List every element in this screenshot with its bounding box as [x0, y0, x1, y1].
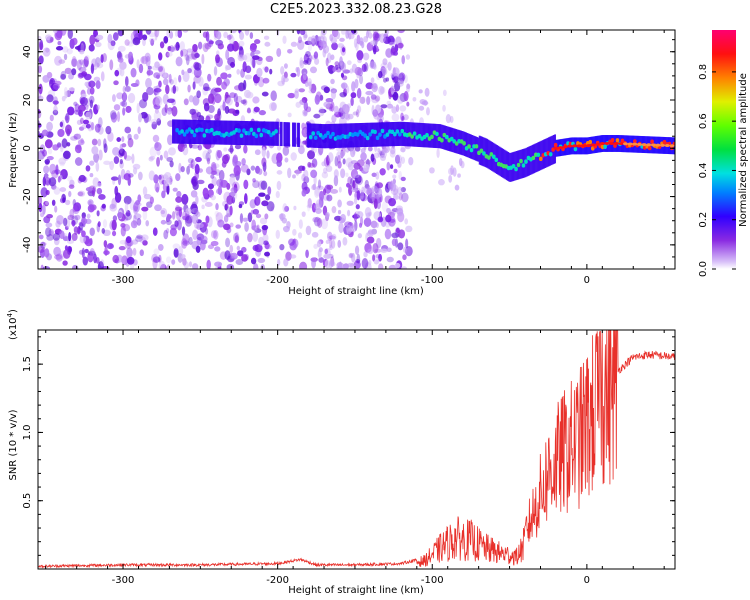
colorbar-tick-label: 0.4: [698, 162, 709, 178]
spectrogram-ytick-label: -20: [22, 188, 33, 204]
snr-multiplier-base: (x10: [8, 317, 19, 340]
spectrogram-ytick-label: 40: [22, 45, 33, 58]
spectrogram-ylabel: Frequency (Hz): [8, 112, 19, 188]
snr-ytick-label: 1.5: [22, 356, 33, 372]
spectrogram-xtick-label: -100: [421, 275, 444, 286]
snr-xtick-label: 0: [584, 575, 590, 586]
snr-xtick-label: -100: [421, 575, 444, 586]
colorbar-ticks: 0.0 0.2 0.4 0.6 0.8: [698, 64, 736, 277]
snr-ytick-label: 1.0: [22, 424, 33, 440]
snr-xlabel: Height of straight line (km): [288, 585, 424, 596]
snr-ytick-label: 0.5: [22, 493, 33, 509]
snr-xtick-label: -300: [112, 575, 135, 586]
spectrogram-ytick-label: -40: [22, 237, 33, 253]
spectrogram-xtick-label: -200: [266, 275, 289, 286]
snr-ylabel: SNR (10 * v/v): [8, 409, 19, 480]
snr-series-line: [38, 330, 675, 569]
snr-multiplier-close: ): [8, 309, 19, 313]
spectrogram-ytick-label: 20: [22, 94, 33, 107]
colorbar-gradient: [712, 30, 736, 269]
snr-xtick-label: -200: [266, 575, 289, 586]
spectrogram-frame: [37, 29, 676, 270]
svg-text:(x104): (x104): [6, 309, 19, 340]
snr-ticks: -300 -200 -100 0 0.5 1.0 1.5: [22, 330, 675, 586]
colorbar-label: Normalized spectral amplitude: [738, 73, 749, 227]
spectrogram-xtick-label: -300: [112, 275, 135, 286]
colorbar-tick-label: 0.8: [698, 64, 709, 80]
snr-panel: -300 -200 -100 0 0.5 1.0 1.5 Height of straigh…: [6, 309, 676, 596]
colorbar-tick-label: 0.2: [698, 212, 709, 228]
chart-title: C2E5.2023.332.08.23.G28: [269, 2, 443, 17]
colorbar-tick-label: 0.0: [698, 261, 709, 277]
spectrogram-xtick-label: 0: [584, 275, 590, 286]
spectrogram-heatmap: [38, 30, 675, 269]
spectrogram-xlabel: Height of straight line (km): [288, 286, 424, 297]
snr-frame: [37, 329, 676, 570]
colorbar-tick-label: 0.6: [698, 113, 709, 129]
snr-multiplier: (x104): [6, 309, 19, 340]
snr-multiplier-exp: 4: [6, 312, 14, 317]
colorbar: 0.0 0.2 0.4 0.6 0.8 Normalized spectral ampl…: [698, 30, 749, 277]
spectrogram-ytick-label: 0: [22, 145, 33, 151]
